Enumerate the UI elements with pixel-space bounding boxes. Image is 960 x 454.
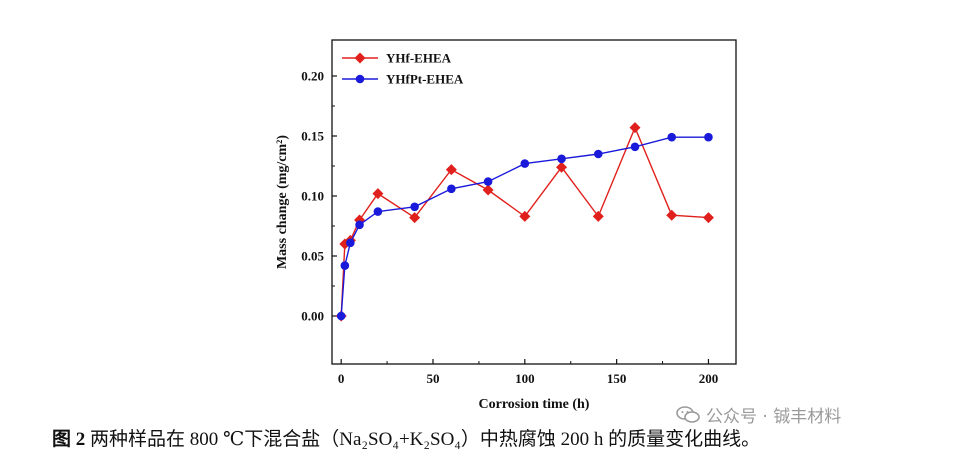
- plot-frame: [331, 39, 737, 365]
- x-axis-title: Corrosion time (h): [479, 397, 590, 412]
- data-point-circle: [704, 132, 713, 142]
- data-point-diamond: [445, 164, 457, 176]
- data-point-circle: [410, 202, 419, 212]
- watermark-text: 公众号 · 铖丰材料: [706, 407, 842, 427]
- x-tick-label: 100: [515, 371, 535, 386]
- data-point-circle: [630, 142, 640, 152]
- data-point-diamond: [409, 212, 421, 224]
- mass-change-chart: 0 50 100 150 200 0.00 0.05 0.10 0.15 0.20 Corrosio…: [275, 39, 737, 412]
- y-tick-label: 0.15: [301, 129, 324, 144]
- data-point-circle: [557, 154, 566, 164]
- data-point-circle: [667, 132, 677, 142]
- y-tick-label: 0.00: [301, 309, 324, 324]
- legend-label: YHf-EHEA: [386, 51, 452, 66]
- data-point-circle: [593, 149, 603, 159]
- data-point-diamond: [519, 210, 531, 222]
- wechat-icon: [676, 405, 700, 423]
- data-point-circle: [520, 159, 530, 168]
- data-point-circle: [373, 207, 383, 216]
- data-point-circle: [447, 184, 456, 194]
- data-point-circle: [340, 261, 350, 270]
- caption-text: 两种样品在 800 ℃下混合盐（Na₂SO₄+K₂SO₄）中热腐蚀 200 h …: [90, 429, 761, 450]
- legend-marker-circle: [355, 74, 365, 84]
- y-tick-label: 0.10: [301, 189, 324, 204]
- data-point-diamond: [702, 212, 714, 224]
- legend-label: YHfPt-EHEA: [386, 72, 464, 87]
- x-tick-label: 0: [338, 371, 345, 386]
- data-point-diamond: [592, 210, 604, 222]
- data-point-diamond: [629, 122, 641, 134]
- data-point-diamond: [556, 161, 568, 173]
- data-point-circle: [483, 177, 493, 186]
- figure-label: 图 2: [52, 429, 86, 450]
- data-point-circle: [336, 311, 346, 321]
- data-point-diamond: [372, 188, 384, 200]
- y-tick-label: 0.05: [301, 249, 324, 264]
- x-tick-label: 200: [699, 371, 719, 386]
- x-tick-label: 50: [427, 371, 440, 386]
- figure-caption: 图 2 两种样品在 800 ℃下混合盐（Na₂SO₄+K₂SO₄）中热腐蚀 20…: [52, 424, 760, 451]
- data-point-circle: [355, 220, 364, 230]
- data-point-circle: [346, 238, 355, 248]
- x-tick-label: 150: [607, 371, 627, 386]
- watermark: 公众号 · 铖丰材料: [676, 402, 841, 427]
- data-point-diamond: [482, 184, 494, 196]
- data-point-diamond: [666, 209, 678, 221]
- y-tick-label: 0.20: [301, 69, 324, 84]
- legend-marker-diamond: [354, 52, 366, 64]
- y-axis-title: Mass change (mg/cm²): [275, 135, 290, 269]
